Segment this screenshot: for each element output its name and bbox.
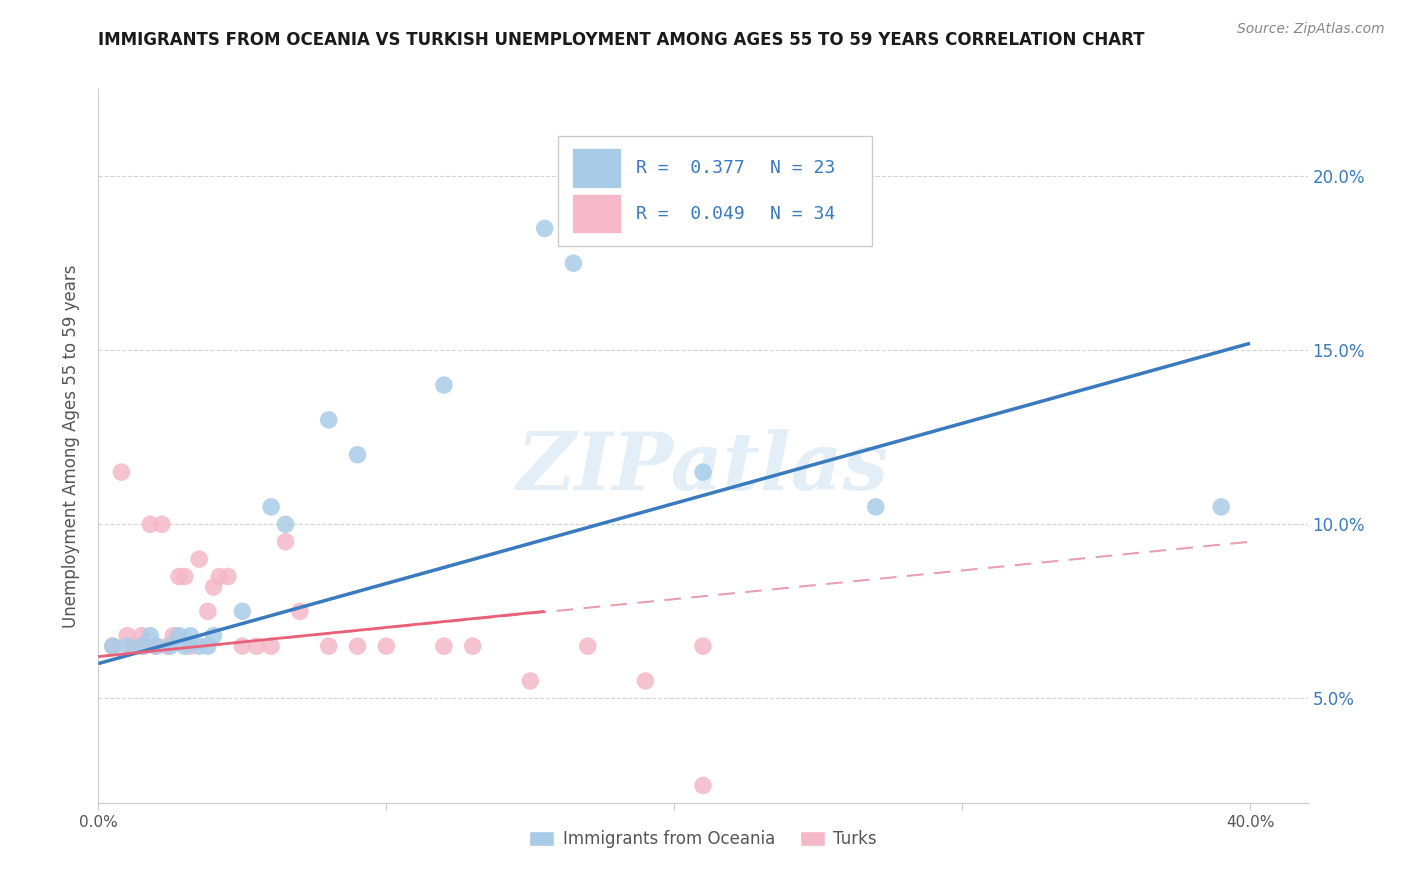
Point [188,552,211,566]
Point [692,778,714,792]
Point [115,629,138,643]
Text: ZIPatlas: ZIPatlas [517,429,889,506]
Point [634,673,657,688]
Point [110,465,132,479]
Point [260,500,283,514]
Point [346,639,368,653]
Point [519,673,541,688]
Point [692,465,714,479]
Point [246,639,269,653]
Point [692,639,714,653]
Y-axis label: Unemployment Among Ages 55 to 59 years: Unemployment Among Ages 55 to 59 years [62,264,80,628]
Point [202,629,225,643]
Text: N = 23: N = 23 [769,160,835,178]
Text: IMMIGRANTS FROM OCEANIA VS TURKISH UNEMPLOYMENT AMONG AGES 55 TO 59 YEARS CORREL: IMMIGRANTS FROM OCEANIA VS TURKISH UNEMP… [98,31,1144,49]
Text: R =  0.377: R = 0.377 [637,160,745,178]
Text: Source: ZipAtlas.com: Source: ZipAtlas.com [1237,22,1385,37]
Point [197,639,219,653]
Point [865,500,887,514]
Point [131,639,153,653]
FancyBboxPatch shape [558,136,872,246]
Point [101,639,124,653]
Bar [572,148,621,187]
Point [346,448,368,462]
Point [375,639,398,653]
Bar [572,194,621,234]
Point [231,604,253,618]
Point [150,517,173,532]
Point [180,639,202,653]
Point [274,534,297,549]
Point [433,378,456,392]
Point [562,256,585,270]
Point [162,629,184,643]
Point [318,639,340,653]
Point [188,639,211,653]
Legend: Immigrants from Oceania, Turks: Immigrants from Oceania, Turks [523,824,883,855]
Text: R =  0.049: R = 0.049 [637,205,745,223]
Text: N = 34: N = 34 [769,205,835,223]
Point [260,639,283,653]
Point [167,569,190,583]
Point [101,639,124,653]
Point [115,639,138,653]
Point [139,629,162,643]
Point [318,413,340,427]
Point [274,517,297,532]
Point [173,569,195,583]
Point [180,629,202,643]
Point [145,639,167,653]
Point [461,639,484,653]
Point [217,569,239,583]
Point [1211,500,1233,514]
Point [139,517,162,532]
Point [145,639,167,653]
Point [131,629,153,643]
Point [202,580,225,594]
Point [167,629,190,643]
Point [533,221,555,235]
Point [433,639,456,653]
Point [134,639,156,653]
Point [208,569,231,583]
Point [159,639,181,653]
Point [197,604,219,618]
Point [122,639,145,653]
Point [288,604,311,618]
Point [576,639,599,653]
Point [231,639,253,653]
Point [173,639,195,653]
Point [156,639,179,653]
